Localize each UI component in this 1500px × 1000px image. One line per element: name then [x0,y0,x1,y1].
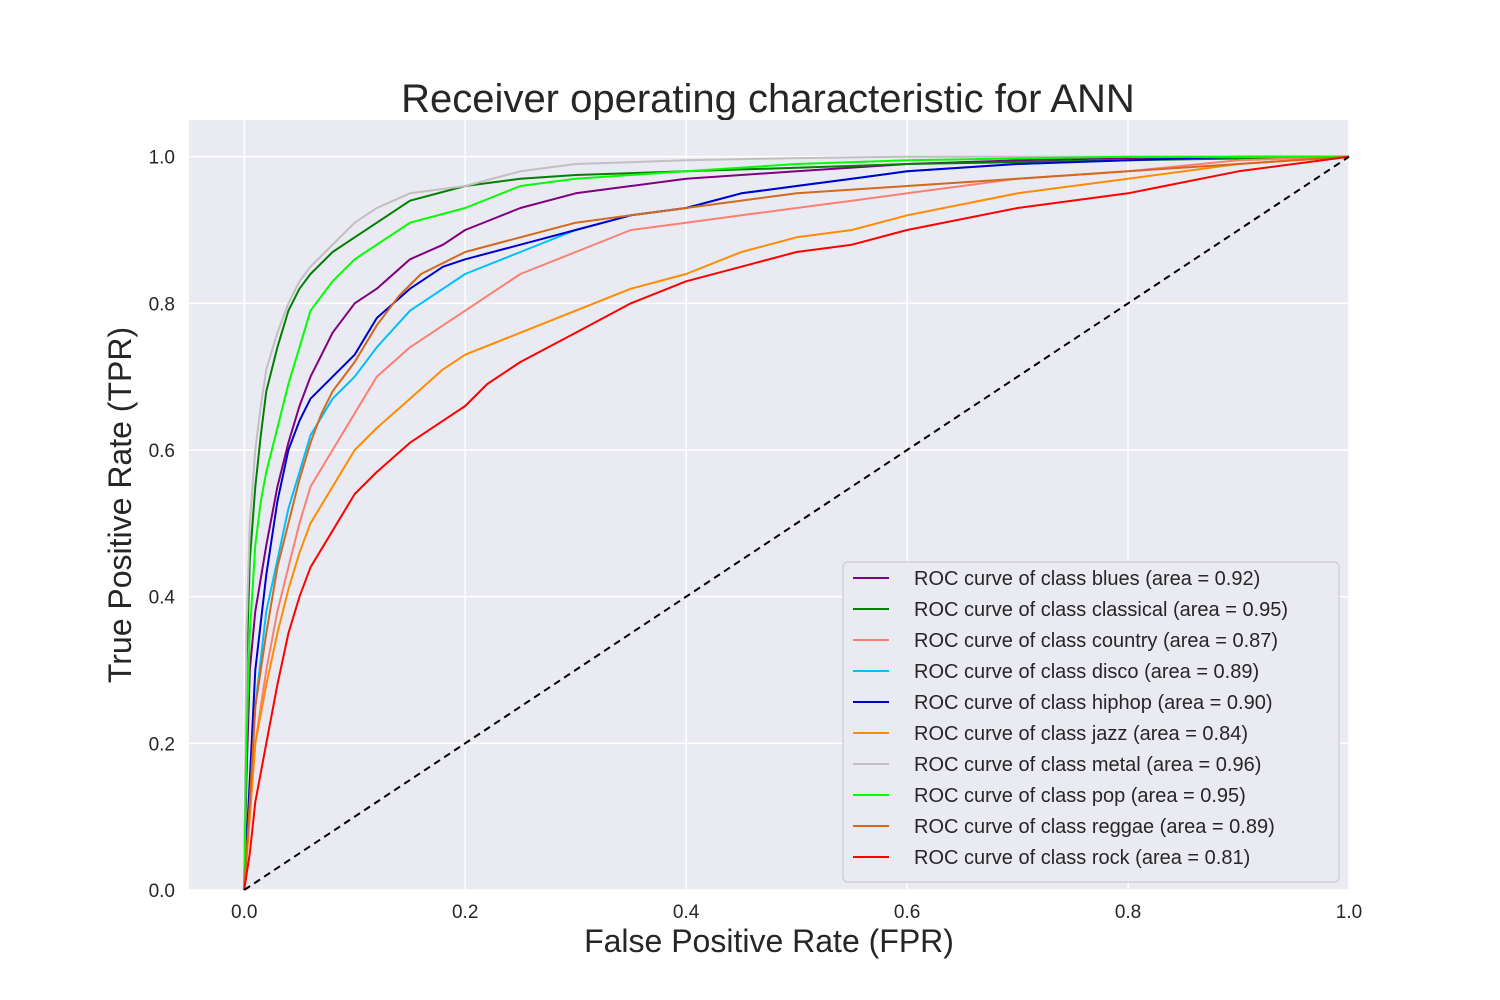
x-axis-label: False Positive Rate (FPR) [584,923,954,959]
roc-series-line [243,155,1350,891]
roc-series-line [243,155,1350,891]
legend-entry: ROC curve of class country (area = 0.87) [914,630,1278,652]
legend-entry: ROC curve of class metal (area = 0.96) [914,754,1261,776]
legend-entry: ROC curve of class classical (area = 0.9… [914,599,1288,621]
x-tick-label: 0.6 [894,902,920,923]
x-tick-label: 0.8 [1115,902,1141,923]
roc-series-line [243,155,1349,891]
roc-series-line [243,155,1350,891]
legend: ROC curve of class blues (area = 0.92) RO… [842,561,1340,883]
legend-entry: ROC curve of class disco (area = 0.89) [914,661,1259,683]
x-tick-label: 0.2 [452,902,478,923]
tick-labels: 0.0 0.2 0.4 0.6 0.8 1.0 0.0 0.2 0.4 0.6 0.8 1.0 [149,148,1363,923]
legend-entry: ROC curve of class pop (area = 0.95) [914,785,1246,807]
y-tick-label: 0.2 [149,734,175,755]
legend-entry: ROC curve of class hiphop (area = 0.90) [914,692,1273,714]
y-tick-label: 0.4 [149,588,176,609]
y-tick-label: 1.0 [149,148,175,169]
chance-diagonal-line [243,155,1350,891]
chart-title: Receiver operating characteristic for AN… [401,77,1135,121]
legend-entry: ROC curve of class blues (area = 0.92) [914,568,1260,590]
x-tick-label: 0.4 [673,902,700,923]
grid-lines [189,120,1350,891]
roc-series-line [243,155,1349,891]
roc-series-line [243,155,1349,891]
roc-series-line [243,155,1350,891]
x-tick-label: 0.0 [231,902,257,923]
series-layer [243,155,1350,891]
x-tick-label: 1.0 [1336,902,1362,923]
legend-entry: ROC curve of class jazz (area = 0.84) [914,723,1248,745]
y-axis-label: True Positive Rate (TPR) [102,327,138,683]
y-tick-label: 0.0 [149,881,175,902]
y-tick-label: 0.8 [149,294,175,315]
legend-entry: ROC curve of class reggae (area = 0.89) [914,816,1275,838]
legend-entry: ROC curve of class rock (area = 0.81) [914,847,1250,869]
y-tick-label: 0.6 [149,441,175,462]
legend-box [842,561,1340,883]
roc-series-line [243,155,1350,891]
